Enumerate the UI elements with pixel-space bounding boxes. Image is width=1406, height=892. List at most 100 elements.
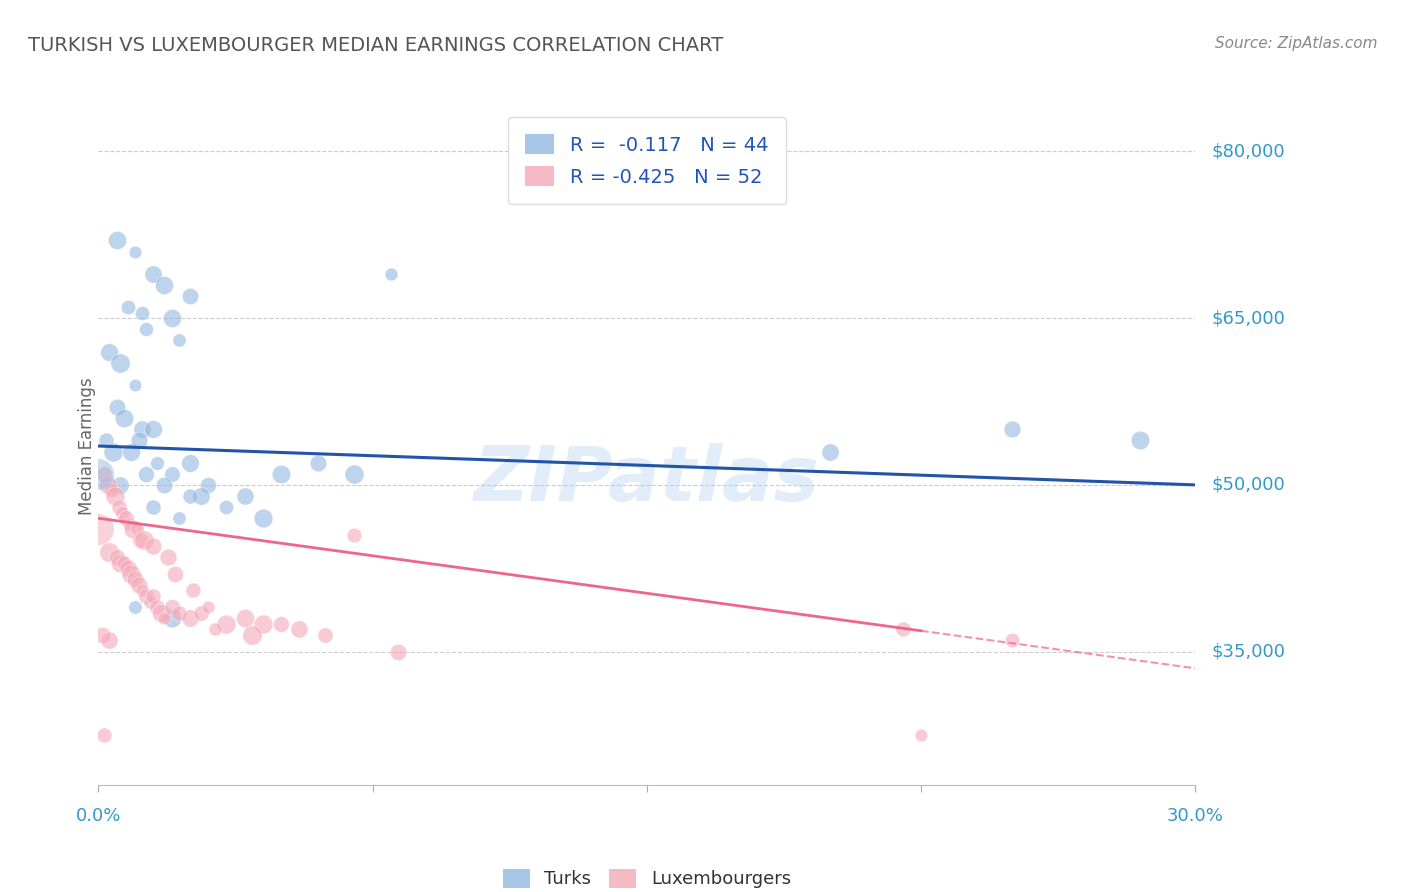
Point (343, 528, 366, 542)
Point (270, 616, 292, 631)
Point (124, 600, 146, 615)
Point (105, 234, 128, 248)
Point (107, 500, 129, 515)
Point (160, 467, 183, 481)
Point (910, 728, 932, 742)
Point (112, 556, 135, 570)
Point (153, 478, 176, 492)
Point (160, 611, 183, 625)
Point (160, 600, 183, 615)
Point (142, 500, 165, 515)
Point (252, 511, 274, 525)
Point (118, 516, 141, 531)
Point (387, 644, 409, 658)
Point (87, 467, 110, 481)
Point (111, 506, 134, 520)
Text: 30.0%: 30.0% (1167, 807, 1223, 825)
Point (197, 478, 219, 492)
Point (167, 511, 190, 525)
Point (129, 533, 152, 548)
Point (233, 489, 256, 503)
Point (98, 344, 121, 359)
Point (124, 573, 146, 587)
Point (190, 606, 212, 620)
Point (190, 489, 212, 503)
Text: $65,000: $65,000 (1212, 310, 1285, 327)
Point (252, 616, 274, 631)
Point (110, 556, 132, 570)
Point (115, 511, 138, 525)
Point (288, 623, 311, 637)
Text: Source: ZipAtlas.com: Source: ZipAtlas.com (1215, 36, 1378, 51)
Point (87, 522, 110, 536)
Text: $35,000: $35,000 (1212, 642, 1285, 661)
Point (179, 489, 201, 503)
Point (128, 434, 150, 448)
Point (215, 500, 238, 515)
Point (93, 728, 115, 742)
Point (167, 606, 190, 620)
Point (93, 467, 115, 481)
Point (343, 467, 366, 481)
Point (124, 244, 146, 259)
Point (179, 611, 201, 625)
Point (117, 561, 139, 575)
Point (891, 623, 914, 637)
Point (818, 444, 841, 458)
Point (96, 478, 120, 492)
Point (153, 277, 176, 292)
Text: 0.0%: 0.0% (76, 807, 121, 825)
Point (128, 578, 150, 592)
Point (240, 628, 263, 642)
Point (307, 456, 329, 470)
Point (179, 456, 201, 470)
Point (110, 478, 132, 492)
Point (146, 456, 169, 470)
Point (1001, 633, 1024, 648)
Point (153, 611, 176, 625)
Point (142, 589, 165, 603)
Point (122, 522, 145, 536)
Point (142, 267, 165, 281)
Point (380, 267, 402, 281)
Point (179, 289, 201, 303)
Point (204, 623, 226, 637)
Point (270, 467, 292, 481)
Y-axis label: Median Earnings: Median Earnings (79, 377, 96, 515)
Legend: Turks, Luxembourgers: Turks, Luxembourgers (495, 862, 799, 892)
Text: TURKISH VS LUXEMBOURGER MEDIAN EARNINGS CORRELATION CHART: TURKISH VS LUXEMBOURGER MEDIAN EARNINGS … (28, 36, 723, 54)
Point (125, 522, 148, 536)
Point (1129, 434, 1152, 448)
Point (1001, 422, 1024, 436)
Text: ZIPatlas: ZIPatlas (474, 443, 820, 516)
Point (110, 356, 132, 370)
Point (98, 633, 121, 648)
Point (135, 322, 157, 336)
Point (124, 377, 146, 392)
Point (101, 444, 124, 458)
Point (131, 422, 153, 436)
Point (138, 594, 160, 608)
Point (91, 628, 114, 642)
Point (94, 434, 117, 448)
Point (215, 616, 238, 631)
Point (117, 300, 139, 314)
Point (98, 544, 121, 558)
Point (104, 489, 127, 503)
Point (156, 550, 179, 565)
Point (105, 550, 128, 565)
Point (112, 411, 135, 425)
Point (131, 583, 153, 598)
Point (314, 628, 336, 642)
Point (142, 539, 165, 553)
Point (233, 611, 256, 625)
Text: $80,000: $80,000 (1212, 143, 1285, 161)
Point (135, 589, 157, 603)
Point (142, 422, 165, 436)
Point (160, 311, 183, 326)
Point (183, 583, 205, 598)
Point (120, 444, 142, 458)
Point (167, 334, 190, 348)
Point (131, 305, 153, 319)
Point (105, 400, 128, 414)
